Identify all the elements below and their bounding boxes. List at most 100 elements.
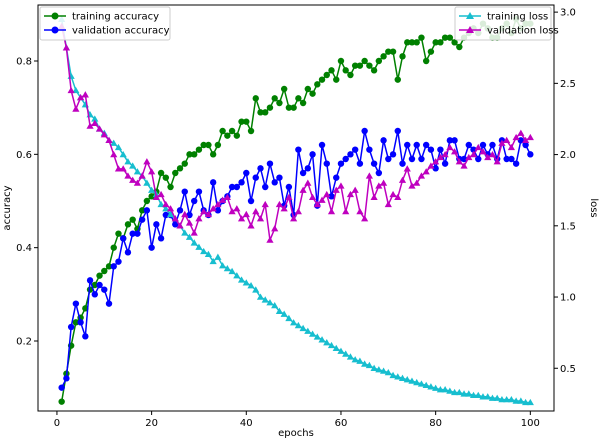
point-validation-accuracy (195, 188, 203, 195)
y-axis-right-ticks: 0.5 1.0 1.5 2.0 2.5 3.0 (554, 8, 576, 375)
legend-label-validation-loss: validation loss (487, 26, 559, 37)
point-training-accuracy (370, 67, 378, 74)
point-training-accuracy (247, 127, 255, 135)
point-validation-loss (460, 162, 468, 169)
point-validation-loss (526, 133, 534, 141)
point-training-loss (379, 367, 388, 374)
point-training-accuracy (172, 169, 179, 177)
point-validation-accuracy (262, 183, 269, 191)
point-validation-loss (100, 131, 108, 138)
point-validation-loss (361, 215, 369, 222)
point-validation-accuracy (380, 137, 387, 144)
point-training-loss (233, 272, 241, 279)
y-axis-left-label: accuracy (2, 185, 13, 230)
point-training-loss (408, 377, 416, 384)
point-training-loss (375, 366, 383, 373)
y-left-tick-label: 0.2 (16, 337, 32, 348)
point-validation-loss (271, 225, 279, 232)
point-validation-loss (219, 196, 227, 203)
point-training-loss (157, 200, 165, 208)
point-training-accuracy (209, 151, 217, 158)
y-right-tick-label: 1.5 (560, 221, 576, 232)
point-validation-loss (152, 193, 160, 201)
point-validation-loss (327, 207, 336, 215)
point-training-loss (237, 276, 246, 283)
point-training-accuracy (191, 151, 198, 158)
point-validation-accuracy (257, 165, 264, 172)
point-validation-loss (304, 179, 312, 186)
series-layer (58, 15, 534, 406)
point-training-accuracy (361, 57, 368, 65)
point-validation-accuracy (408, 155, 416, 163)
point-training-loss (488, 394, 497, 401)
point-validation-accuracy (375, 169, 383, 177)
x-axis-label: epochs (278, 428, 314, 439)
point-validation-accuracy (214, 207, 222, 214)
y-axis-left-ticks: 0.2 0.4 0.6 0.8 (16, 57, 38, 348)
point-validation-accuracy (82, 333, 89, 340)
point-validation-loss (91, 119, 99, 126)
legend-label-validation-accuracy: validation accuracy (72, 26, 170, 37)
point-training-loss (247, 282, 255, 289)
point-validation-accuracy (432, 165, 439, 172)
point-training-accuracy (214, 141, 222, 149)
y-right-tick-label: 2.5 (560, 79, 576, 90)
point-training-loss (242, 279, 250, 286)
point-validation-loss (503, 136, 511, 144)
point-validation-loss (370, 193, 378, 201)
point-validation-loss (223, 193, 231, 201)
point-validation-loss (323, 190, 331, 198)
point-validation-accuracy (427, 146, 435, 153)
legend-marker-training-loss (466, 12, 474, 19)
point-validation-accuracy (342, 155, 349, 163)
point-validation-loss (517, 129, 525, 136)
point-validation-loss (95, 125, 104, 132)
point-training-accuracy (205, 141, 212, 149)
point-training-accuracy (456, 43, 463, 51)
point-training-loss (413, 378, 421, 386)
point-validation-accuracy (522, 141, 529, 149)
point-training-accuracy (385, 48, 392, 55)
point-validation-loss (285, 193, 293, 201)
point-validation-accuracy (422, 141, 430, 149)
point-validation-loss (465, 153, 473, 161)
legend-label-training-accuracy: training accuracy (72, 12, 159, 23)
point-validation-loss (308, 193, 317, 201)
point-validation-accuracy (441, 160, 449, 167)
point-validation-accuracy (172, 221, 179, 228)
point-training-loss (190, 239, 198, 246)
point-training-accuracy (342, 67, 349, 74)
point-validation-loss (261, 200, 269, 208)
point-validation-loss (143, 158, 151, 165)
point-validation-loss (114, 165, 123, 172)
x-axis-ticks: 0 20 40 60 80 100 (54, 411, 540, 429)
point-validation-accuracy (394, 127, 401, 135)
point-validation-accuracy (489, 141, 496, 149)
point-training-loss (223, 264, 231, 272)
point-validation-loss (351, 186, 359, 193)
point-training-accuracy (413, 39, 420, 46)
point-training-loss (256, 293, 265, 300)
point-training-accuracy (309, 90, 316, 97)
point-validation-loss (294, 207, 302, 215)
point-validation-loss (484, 153, 492, 161)
point-validation-loss (171, 215, 179, 222)
point-validation-loss (346, 190, 355, 198)
point-training-accuracy (101, 267, 108, 275)
point-validation-accuracy (465, 141, 472, 149)
point-training-loss (91, 115, 99, 122)
point-training-accuracy (72, 319, 80, 326)
point-validation-loss (394, 193, 402, 201)
legend-right: training loss validation loss (454, 6, 559, 41)
point-validation-loss (389, 190, 397, 198)
point-validation-accuracy (77, 319, 84, 326)
point-validation-loss (105, 136, 113, 144)
point-validation-accuracy (285, 183, 293, 191)
point-validation-accuracy (446, 137, 454, 144)
point-validation-loss (403, 165, 411, 172)
point-training-loss (356, 357, 364, 364)
point-validation-loss (441, 150, 449, 158)
point-validation-accuracy (404, 141, 411, 149)
point-training-accuracy (399, 53, 406, 60)
point-validation-loss (290, 215, 298, 222)
